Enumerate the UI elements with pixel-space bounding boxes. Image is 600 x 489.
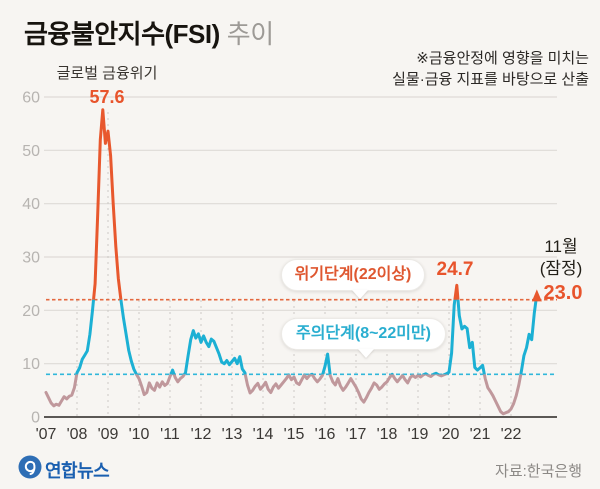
y-tick-label: 20 — [22, 303, 40, 320]
latest-point-label: 11월 (잠정) — [532, 236, 590, 280]
y-tick-label: 50 — [22, 143, 40, 160]
x-tick-label: '18 — [377, 426, 398, 443]
y-tick-label: 10 — [22, 356, 40, 373]
caution-threshold-callout: 주의단계(8~22미만) — [281, 318, 446, 358]
x-tick-label: '13 — [222, 426, 243, 443]
latest-qualifier: (잠정) — [539, 259, 583, 278]
callout-pointer-icon — [358, 349, 374, 358]
y-tick-label: 40 — [22, 196, 40, 213]
fsi-line — [92, 108, 539, 300]
x-tick-label: '11 — [160, 426, 180, 443]
methodology-note-line2: 실물·금융 지표를 바탕으로 산출 — [392, 71, 589, 88]
x-tick-label: '14 — [253, 426, 274, 443]
x-tick-label: '17 — [346, 426, 367, 443]
callout-pointer-icon — [352, 290, 368, 299]
yonhap-logo-icon — [18, 455, 42, 479]
x-tick-label: '16 — [315, 426, 336, 443]
x-tick-label: '08 — [67, 426, 88, 443]
x-tick-label: '09 — [98, 426, 119, 443]
latest-month: 11월 — [544, 237, 578, 256]
latest-point-arrow-icon — [531, 289, 542, 302]
crisis-event-label: 글로벌 금융위기 — [56, 65, 158, 82]
x-tick-label: '15 — [284, 426, 305, 443]
y-tick-label: 0 — [31, 410, 40, 427]
source-credit: 자료:한국은행 — [495, 463, 582, 480]
page-title: 금융불안지수(FSI) 추이 — [24, 14, 274, 51]
latest-value: 23.0 — [543, 282, 583, 304]
x-tick-label: '12 — [191, 426, 212, 443]
title-main: 금융불안지수(FSI) — [24, 19, 220, 49]
peak-2008-value: 57.6 — [89, 87, 125, 107]
fsi-line — [75, 299, 538, 375]
caution-threshold-label: 주의단계(8~22미만) — [295, 325, 431, 342]
fsi-line — [44, 374, 523, 416]
agency-name: 연합뉴스 — [45, 461, 110, 481]
methodology-note-line1: ※금융안정에 영향을 미치는 — [416, 50, 589, 67]
x-tick-label: '22 — [501, 426, 522, 443]
crisis-threshold-callout: 위기단계(22이상) — [281, 259, 425, 299]
x-tick-label: '20 — [439, 426, 460, 443]
x-tick-label: '19 — [408, 426, 429, 443]
x-tick-label: '10 — [129, 426, 150, 443]
peak-2020-value: 24.7 — [436, 259, 474, 280]
y-tick-label: 60 — [22, 90, 40, 107]
x-tick-label: '07 — [36, 426, 57, 443]
methodology-note: ※금융안정에 영향을 미치는 실물·금융 지표를 바탕으로 산출 — [392, 48, 589, 90]
crisis-threshold-label: 위기단계(22이상) — [294, 266, 412, 283]
title-suffix: 추이 — [226, 19, 274, 49]
y-tick-label: 30 — [22, 250, 40, 267]
x-tick-label: '21 — [470, 426, 491, 443]
